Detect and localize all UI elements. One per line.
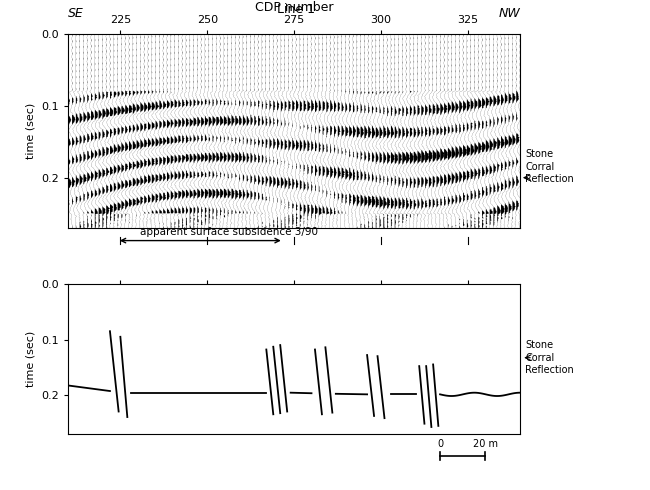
Text: SE: SE	[68, 6, 84, 20]
Y-axis label: time (sec): time (sec)	[26, 103, 36, 159]
Text: Stone
Corral
Reflection: Stone Corral Reflection	[525, 149, 574, 184]
Text: NW: NW	[499, 6, 520, 20]
X-axis label: CDP number: CDP number	[255, 1, 333, 14]
Text: Stone
Corral
Reflection: Stone Corral Reflection	[525, 340, 574, 375]
Text: Line 1: Line 1	[277, 2, 315, 16]
Y-axis label: time (sec): time (sec)	[26, 331, 36, 387]
Text: 20 m: 20 m	[473, 439, 498, 449]
Text: 0: 0	[437, 439, 443, 449]
Text: apparent surface subsidence 3/90: apparent surface subsidence 3/90	[140, 227, 318, 237]
